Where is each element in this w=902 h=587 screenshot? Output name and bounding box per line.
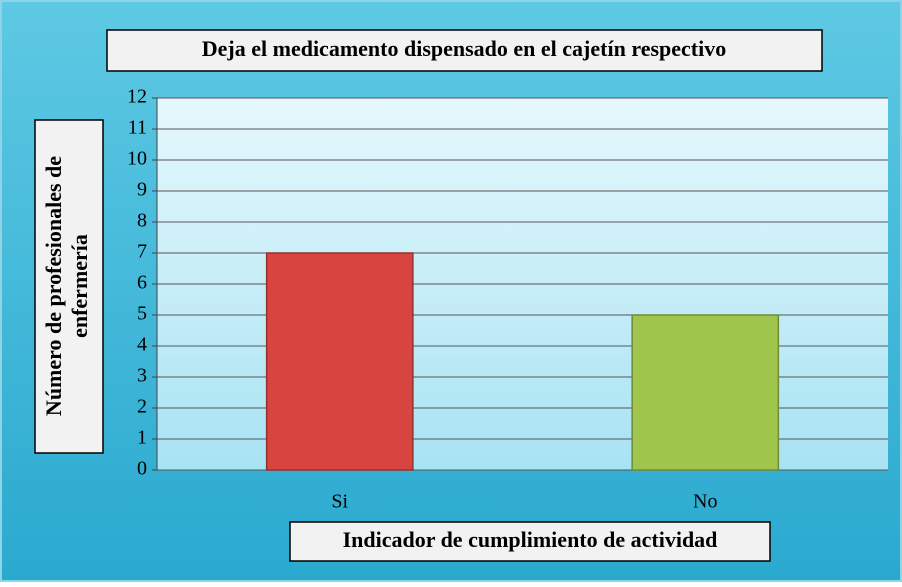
y-tick-label: 5: [137, 303, 147, 325]
x-label-box: [289, 521, 771, 562]
y-tick-label: 11: [128, 117, 147, 139]
y-tick-label: 9: [137, 179, 147, 201]
y-tick-label: 4: [137, 334, 147, 356]
bar: [265, 252, 414, 471]
y-label-box: [34, 119, 104, 454]
title-box: [106, 29, 823, 72]
y-tick-label: 10: [127, 148, 147, 170]
y-tick-label: 12: [127, 86, 147, 108]
bar: [631, 314, 780, 471]
x-tick-label: Si: [331, 491, 348, 513]
y-axis-label-line: Número de profesionales de: [41, 156, 66, 416]
y-tick-label: 7: [137, 241, 147, 263]
y-tick-label: 8: [137, 210, 147, 232]
y-axis-label-line: enfermería: [67, 234, 92, 338]
y-axis-label: Número de profesionales de enfermería: [41, 156, 92, 416]
x-tick-label: No: [693, 491, 717, 513]
y-tick-label: 1: [137, 427, 147, 449]
y-tick-label: 3: [137, 365, 147, 387]
chart-title: Deja el medicamento dispensado en el caj…: [202, 36, 726, 61]
x-axis-label: Indicador de cumplimiento de actividad: [343, 527, 718, 552]
y-tick-label: 6: [137, 272, 147, 294]
y-tick-label: 0: [137, 458, 147, 480]
y-tick-label: 2: [137, 396, 147, 418]
